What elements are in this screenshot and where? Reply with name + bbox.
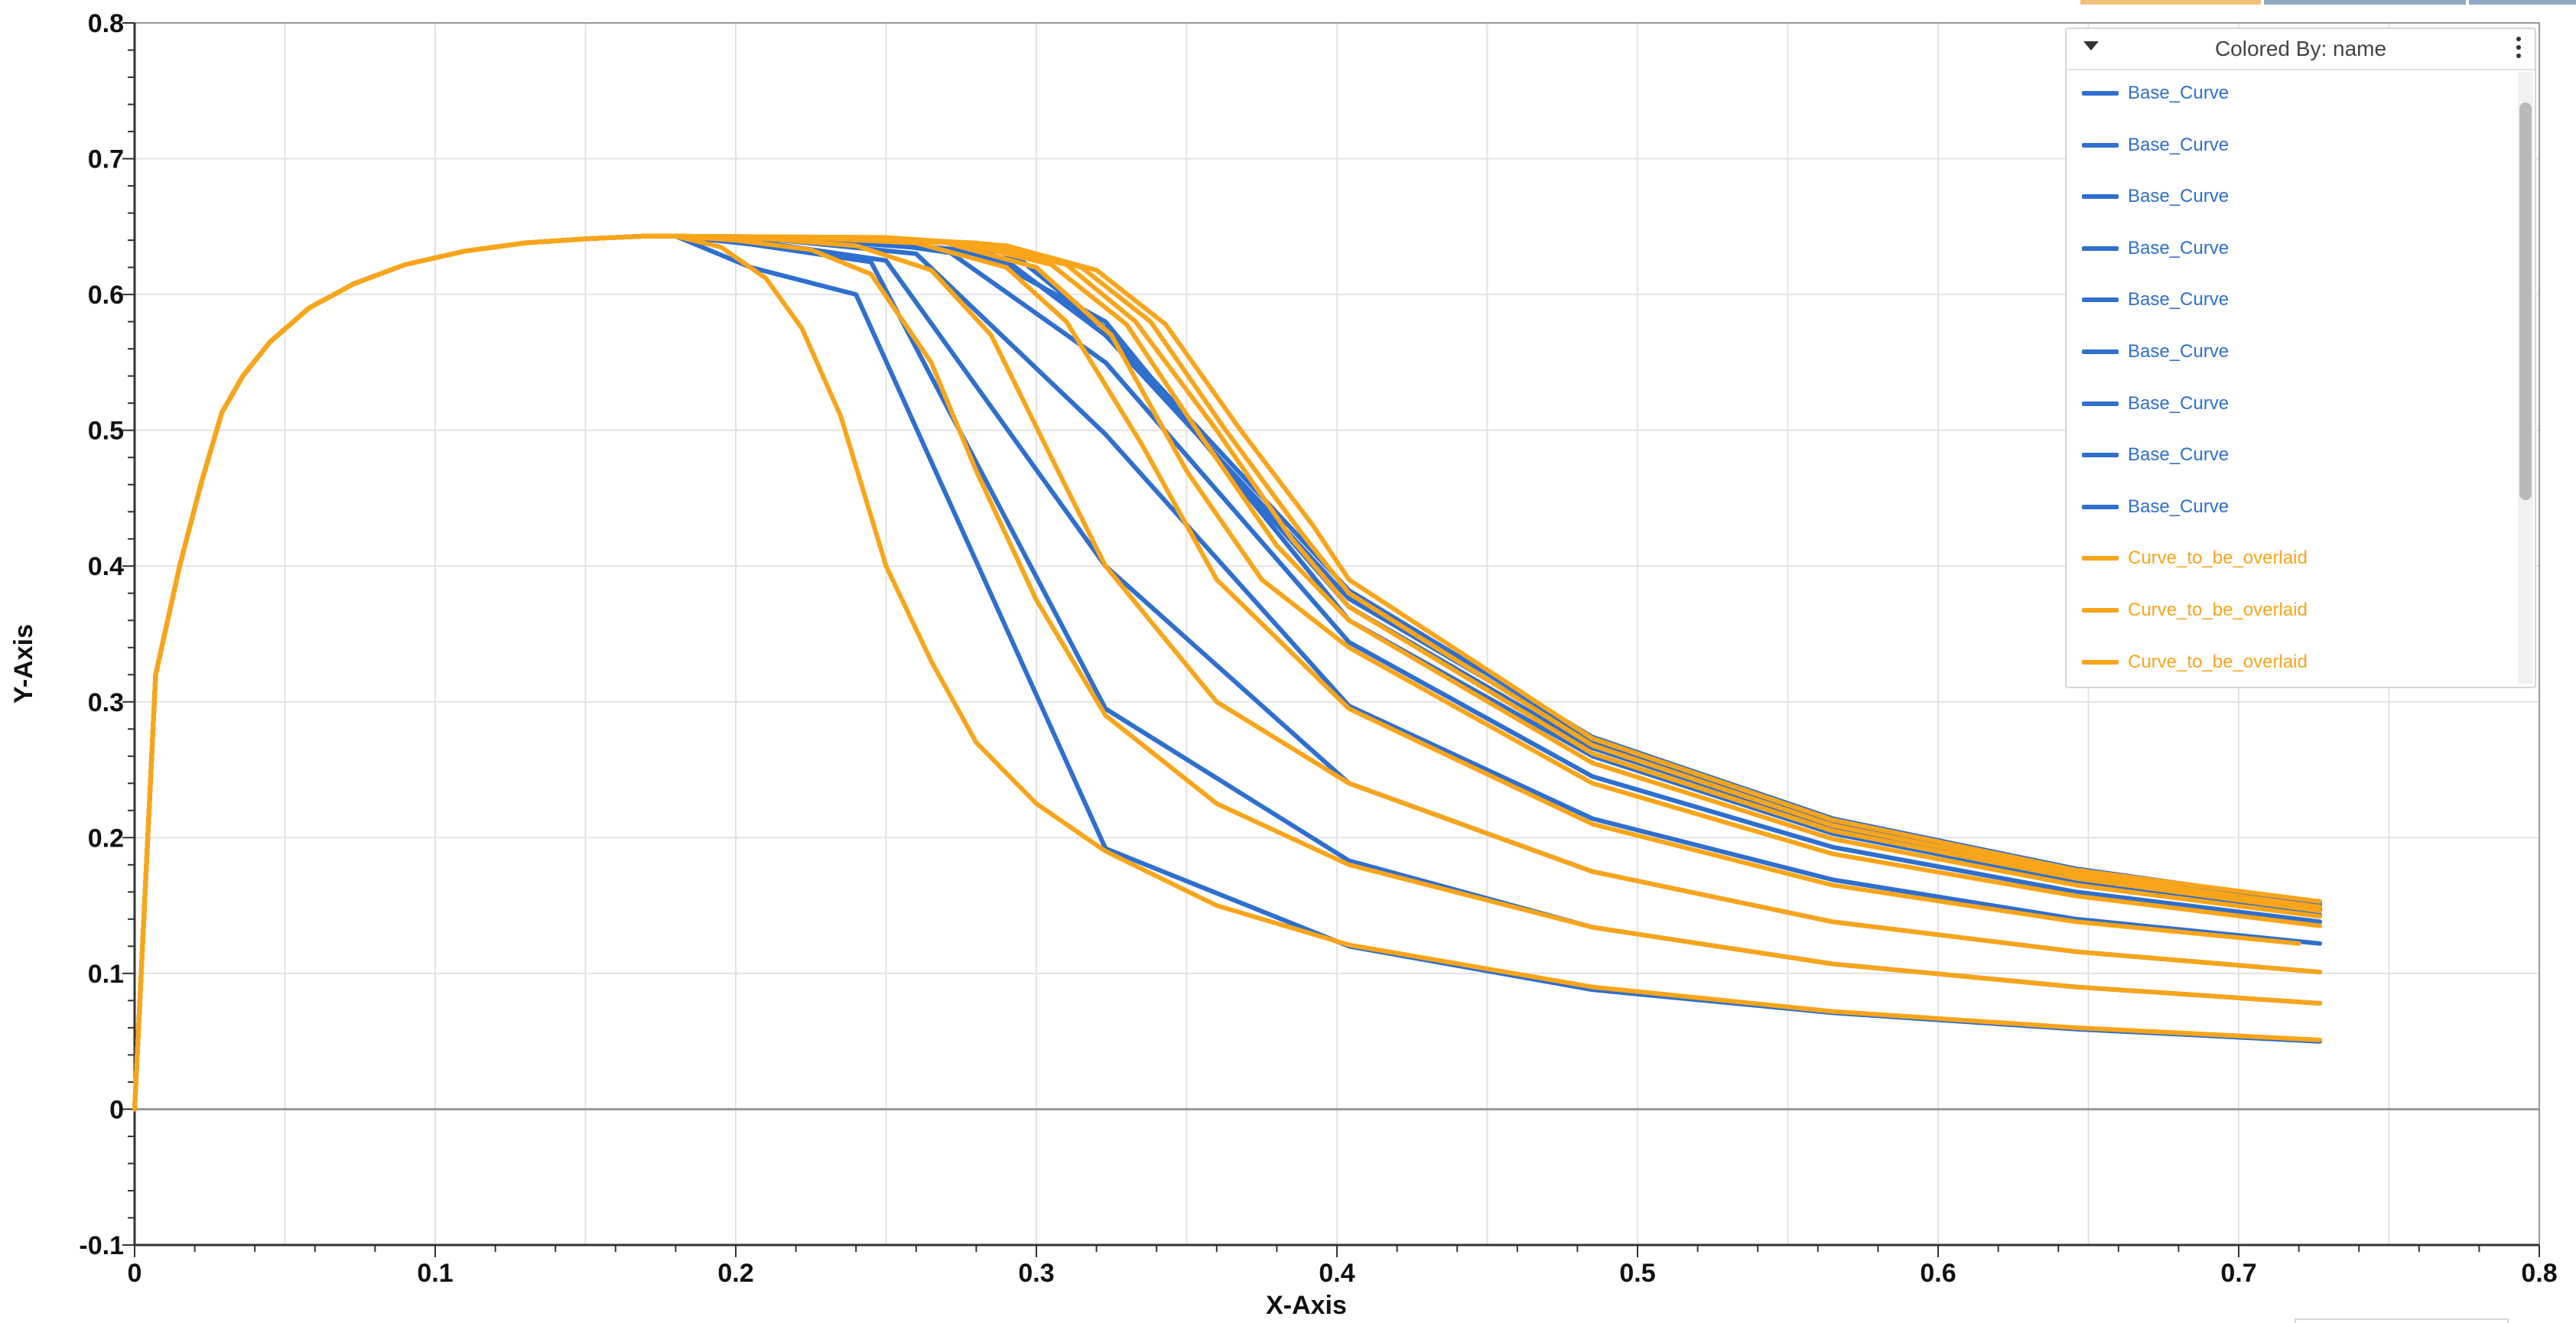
legend-swatch	[2082, 91, 2119, 96]
legend-title: Colored By: name	[2214, 37, 2387, 60]
y-tick-label: 0.4	[88, 552, 124, 581]
legend-panel[interactable]: Colored By: name Base_Curve Base_Curve Bas…	[2065, 28, 2536, 688]
legend-header[interactable]: Colored By: name	[2067, 29, 2535, 70]
x-axis-title: X-Axis	[1266, 1291, 1347, 1320]
y-tick-label: -0.1	[79, 1231, 124, 1260]
legend-item[interactable]: Base_Curve	[2082, 181, 2229, 212]
legend-swatch	[2082, 608, 2119, 613]
legend-item[interactable]: Base_Curve	[2082, 388, 2229, 419]
x-tick-label: 0.7	[2220, 1259, 2256, 1288]
x-tick-label: 0.2	[717, 1259, 753, 1288]
legend-item-label: Curve_to_be_overlaid	[2128, 600, 2308, 620]
x-tick-label: 0.4	[1319, 1259, 1355, 1288]
legend-swatch	[2082, 297, 2119, 303]
y-tick-label: 0.8	[88, 9, 124, 38]
x-tick-label: 0	[128, 1259, 142, 1288]
x-tick-label: 0.6	[1920, 1259, 1956, 1288]
legend-item-label: Base_Curve	[2128, 392, 2230, 414]
x-tick-label: 0.3	[1018, 1259, 1054, 1288]
legend-item-label: Base_Curve	[2128, 186, 2230, 207]
y-axis-title: Y-Axis	[9, 624, 38, 704]
legend-item[interactable]: Base_Curve	[2082, 492, 2229, 522]
legend-scrollbar-thumb[interactable]	[2519, 102, 2532, 500]
legend-swatch	[2082, 142, 2119, 148]
legend-item-label: Base_Curve	[2128, 237, 2230, 258]
legend-item[interactable]: Base_Curve	[2082, 78, 2229, 109]
legend-item[interactable]: Curve_to_be_overlaid	[2082, 543, 2308, 574]
toolbar-tab-2[interactable]	[2264, 0, 2466, 5]
legend-swatch	[2082, 401, 2119, 406]
y-tick-label: 0	[109, 1095, 124, 1124]
legend-swatch	[2082, 349, 2119, 354]
legend-item-label: Base_Curve	[2128, 496, 2230, 517]
legend-swatch	[2082, 556, 2119, 561]
legend-item[interactable]: Base_Curve	[2082, 233, 2229, 264]
legend-item-label: Base_Curve	[2128, 83, 2230, 103]
legend-swatch	[2082, 504, 2119, 509]
legend-item[interactable]: Curve_to_be_overlaid	[2082, 647, 2308, 678]
legend-swatch	[2082, 453, 2119, 458]
series-line-curve-to-be-overlaid[interactable]	[132, 233, 2323, 1112]
toolbar-tab-3[interactable]	[2469, 0, 2576, 5]
y-tick-label: 0.3	[88, 688, 124, 717]
legend-item[interactable]: Curve_to_be_overlaid	[2082, 595, 2308, 626]
legend-swatch	[2082, 245, 2119, 251]
legend-item-label: Curve_to_be_overlaid	[2128, 548, 2308, 569]
legend-swatch	[2082, 659, 2119, 665]
x-tick-label: 0.5	[1619, 1259, 1655, 1288]
legend-item-label: Base_Curve	[2128, 289, 2230, 310]
legend-item-label: Base_Curve	[2128, 444, 2230, 466]
legend-item[interactable]: Base_Curve	[2082, 440, 2229, 470]
legend-item-label: Base_Curve	[2128, 341, 2230, 362]
axes	[122, 22, 2540, 1257]
y-tick-label: 0.7	[88, 145, 124, 174]
bottom-panel-edge	[2295, 1318, 2509, 1323]
legend-item[interactable]: Base_Curve	[2082, 130, 2229, 161]
series-layer[interactable]	[132, 233, 2323, 1112]
y-tick-label: 0.5	[88, 417, 124, 446]
legend-item[interactable]: Base_Curve	[2082, 284, 2229, 315]
legend-swatch	[2082, 194, 2119, 200]
legend-item[interactable]: Base_Curve	[2082, 336, 2229, 367]
legend-item-label: Curve_to_be_overlaid	[2128, 651, 2308, 672]
y-tick-label: 0.1	[88, 960, 124, 989]
kebab-menu-icon[interactable]	[2516, 37, 2521, 62]
y-tick-label: 0.2	[88, 824, 124, 853]
collapse-caret-icon[interactable]	[2083, 41, 2099, 50]
y-tick-label: 0.6	[88, 281, 124, 310]
toolbar-tab-1[interactable]	[2080, 0, 2261, 5]
x-tick-label: 0.8	[2521, 1259, 2557, 1288]
tick-labels: 0 0.1 0.2 0.3 0.4 0.5 0.6 0.7 0.8-0.100.10.20.30…	[79, 9, 2557, 1288]
x-tick-label: 0.1	[417, 1259, 453, 1288]
legend-item-label: Base_Curve	[2128, 134, 2230, 155]
